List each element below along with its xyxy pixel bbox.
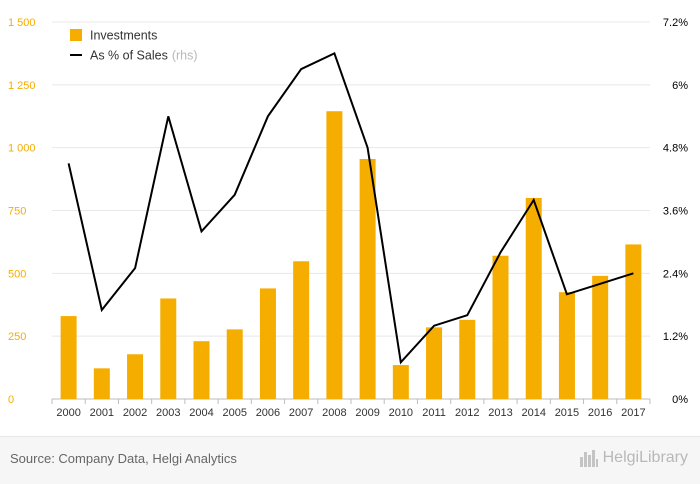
right-tick-label: 3.6%: [663, 206, 688, 218]
x-tick-label: 2007: [289, 407, 313, 419]
legend: Investments As % of Sales (rhs): [70, 29, 198, 63]
x-tick-label: 2014: [521, 407, 545, 419]
footer: Source: Company Data, Helgi Analytics He…: [0, 436, 700, 484]
right-tick-label: 1.2%: [663, 331, 688, 343]
x-tick-label: 2009: [355, 407, 379, 419]
right-tick-label: 6%: [672, 80, 688, 92]
left-tick-label: 750: [8, 206, 26, 218]
helgi-library-logo[interactable]: HelgiLibrary: [579, 449, 688, 467]
left-tick-label: 1 250: [8, 80, 36, 92]
legend-label-rhs: (rhs): [172, 49, 198, 63]
bar-2007: [293, 261, 310, 399]
right-axis-ticks: 0% 1.2% 2.4% 3.6% 4.8% 6% 7.2%: [663, 17, 688, 406]
right-tick-label: 0%: [672, 394, 688, 406]
x-tick-label: 2002: [123, 407, 147, 419]
left-tick-label: 0: [8, 394, 14, 406]
chart: 0 250 500 750 1 000 1 250 1 500 0% 1.2% 2.4% 3.6%…: [8, 17, 688, 419]
bar-2002: [127, 354, 144, 399]
left-tick-label: 1 000: [8, 143, 36, 155]
right-tick-label: 7.2%: [663, 17, 688, 29]
source-note: Source: Company Data, Helgi Analytics: [10, 451, 237, 466]
x-tick-label: 2010: [389, 407, 413, 419]
bar-2009: [359, 158, 376, 399]
x-tick-label: 2017: [621, 407, 645, 419]
investment-bars: [60, 111, 642, 400]
left-tick-label: 500: [8, 268, 26, 280]
x-tick-label: 2006: [256, 407, 280, 419]
x-tick-label: 2001: [90, 407, 114, 419]
bar-2000: [60, 316, 77, 399]
logo-text: HelgiLibrary: [602, 449, 688, 466]
left-tick-label: 250: [8, 331, 26, 343]
bar-2016: [592, 275, 609, 399]
bar-2006: [259, 288, 276, 399]
city-skyline-icon: [579, 450, 598, 467]
bar-2015: [558, 292, 575, 399]
bar-2001: [93, 368, 110, 399]
x-tick-label: 2008: [322, 407, 346, 419]
bar-2014: [525, 197, 542, 399]
pct-of-sales-line: [67, 52, 634, 365]
bar-2004: [193, 341, 210, 399]
left-axis-ticks: 0 250 500 750 1 000 1 250 1 500: [8, 17, 36, 406]
bar-2013: [492, 255, 509, 399]
bar-2008: [326, 111, 343, 400]
bar-2005: [226, 329, 243, 399]
legend-label-investments: Investments: [90, 29, 157, 43]
right-tick-label: 4.8%: [663, 143, 688, 155]
x-tick-label: 2003: [156, 407, 180, 419]
x-tick-label: 2005: [222, 407, 246, 419]
x-tick-label: 2015: [555, 407, 579, 419]
gridlines: [52, 21, 650, 400]
x-tick-label: 2012: [455, 407, 479, 419]
x-tick-label: 2016: [588, 407, 612, 419]
x-tick-label: 2000: [56, 407, 80, 419]
legend-label-pct-of-sales-name: As % of Sales: [90, 49, 168, 63]
x-tick-label: 2011: [422, 407, 446, 419]
x-axis-ticks: 2000 2001 2002 2003 2004 2005 2006 2007 2008 2009…: [51, 399, 651, 419]
bar-2012: [459, 319, 476, 399]
bar-2010: [392, 365, 409, 399]
left-tick-label: 1 500: [8, 17, 36, 29]
bar-2011: [426, 327, 443, 399]
legend-label-pct-of-sales: As % of Sales (rhs): [90, 49, 198, 63]
right-tick-label: 2.4%: [663, 268, 688, 280]
x-tick-label: 2004: [189, 407, 213, 419]
bar-2003: [160, 298, 177, 399]
legend-swatch-investments: [70, 29, 82, 41]
x-tick-label: 2013: [488, 407, 512, 419]
bar-2017: [625, 244, 642, 399]
